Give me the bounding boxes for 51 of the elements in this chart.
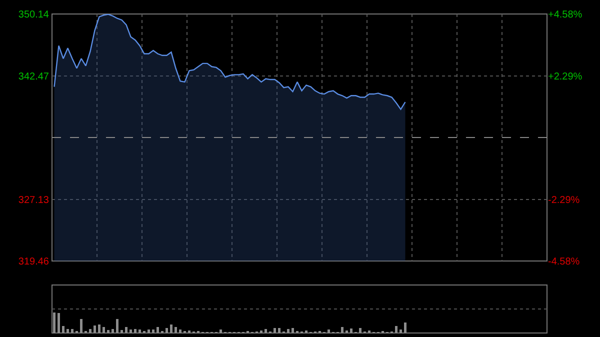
bar (80, 319, 82, 333)
bar (116, 319, 118, 333)
bar (125, 326, 128, 333)
bar (152, 330, 154, 333)
y2-tick-label: +4.58% (548, 10, 582, 20)
bar (305, 330, 308, 333)
bar (94, 325, 96, 333)
bar (107, 330, 110, 333)
y-tick-label: 350.14 (18, 10, 50, 20)
bar (292, 328, 294, 333)
y-tick-label: 327.13 (18, 194, 50, 206)
y2-tick-label: +2.29% (548, 71, 582, 82)
bar (188, 330, 190, 333)
bar (404, 322, 406, 333)
bar (174, 326, 177, 333)
bar (260, 330, 262, 333)
bar (400, 330, 402, 333)
bar (112, 328, 114, 333)
bar (134, 328, 136, 333)
bar (341, 326, 344, 333)
bar (278, 328, 280, 333)
bar (120, 330, 123, 333)
bar (98, 324, 100, 333)
bar (274, 328, 276, 333)
bar (53, 312, 56, 333)
bar (179, 330, 182, 333)
bar (368, 330, 370, 333)
bar (58, 313, 60, 333)
y2-tick-label: -4.58% (548, 256, 580, 268)
bar (359, 328, 362, 333)
bar (346, 330, 348, 333)
y2-tick-label: -2.29% (548, 194, 580, 206)
bar (130, 330, 132, 333)
bar (156, 327, 159, 333)
bar (89, 328, 92, 333)
bar (170, 324, 172, 333)
y-tick-label: 319.46 (18, 256, 50, 268)
bar (350, 328, 352, 333)
bar (264, 328, 267, 333)
bar (166, 328, 168, 333)
bar (138, 330, 141, 333)
bar (328, 330, 330, 333)
bar (66, 328, 69, 333)
bar (220, 330, 222, 333)
bar (71, 328, 74, 333)
y-tick-label: 342.47 (18, 71, 50, 82)
bar (287, 328, 290, 333)
bar (62, 326, 64, 333)
bar (148, 330, 150, 333)
bar (395, 326, 398, 333)
bar (102, 326, 105, 333)
